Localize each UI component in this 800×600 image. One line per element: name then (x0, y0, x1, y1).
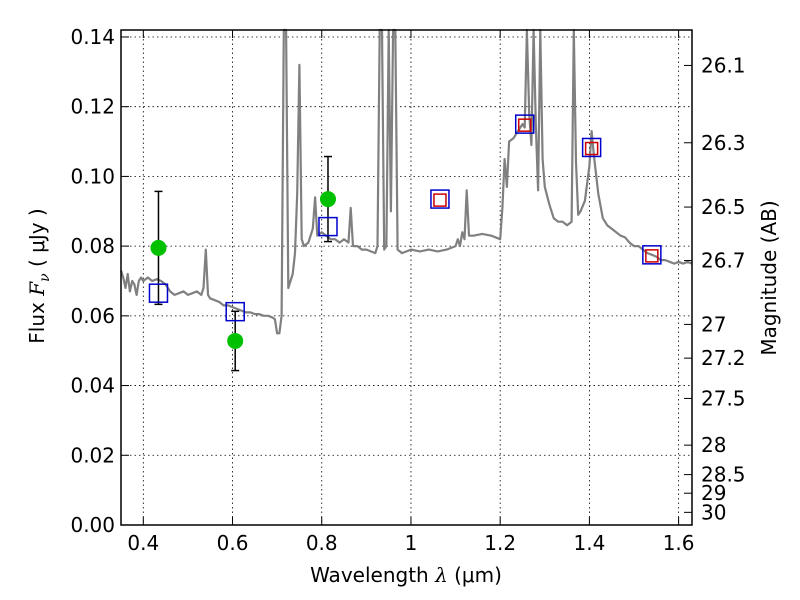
x-tick-label: 1.6 (663, 531, 695, 555)
y-tick-label: 0.14 (70, 25, 115, 49)
sed-line (119, 28, 693, 335)
x-tick-label: 1.4 (573, 531, 605, 555)
y-axis-ticks: 0.00 0.02 0.04 0.06 0.08 0.10 0.12 0.14 (70, 25, 129, 537)
y2-tick-label: 27.5 (701, 386, 746, 410)
x-tick-label: 1.2 (484, 531, 516, 555)
y-tick-label: 0.10 (70, 164, 115, 188)
y-tick-label: 0.00 (70, 513, 115, 537)
y2-tick-label: 26.1 (701, 53, 746, 77)
y2-tick-label: 26.7 (701, 249, 746, 273)
blue-square-marker (430, 189, 450, 209)
red-square-marker (584, 141, 599, 156)
y-axis-label: Flux Fν ( μJy ) (25, 208, 53, 343)
y-tick-label: 0.08 (70, 234, 115, 258)
y-tick-label: 0.06 (70, 304, 115, 328)
x-axis-label: Wavelength λ (μm) (310, 563, 502, 587)
blue-square-marker (148, 283, 169, 303)
y-tick-label: 0.02 (70, 443, 115, 467)
observed-point (319, 191, 336, 208)
observed-point (150, 239, 167, 256)
y2-axis-label: Magnitude (AB) (757, 200, 781, 355)
red-square-marker (433, 193, 447, 207)
y2-tick-label: 30 (701, 500, 726, 524)
x-tick-label: 1 (405, 531, 418, 555)
y2-tick-label: 26.5 (701, 195, 746, 219)
y-tick-label: 0.04 (70, 374, 115, 398)
y-tick-label: 0.12 (70, 95, 115, 119)
y2-tick-label: 28 (701, 433, 726, 457)
y2-tick-label: 26.3 (701, 131, 746, 155)
grid-lines (121, 30, 692, 526)
x-tick-label: 0.6 (217, 531, 249, 555)
y2-tick-label: 27 (701, 312, 726, 336)
red-square-marker (645, 249, 659, 263)
blue-square-marker (581, 137, 602, 158)
y2-tick-label: 29 (701, 481, 726, 505)
y2-tick-label: 28.5 (701, 463, 746, 487)
x-tick-label: 0.8 (306, 531, 338, 555)
blue-square-marker (642, 245, 662, 265)
x-axis-ticks: 0.4 0.6 0.8 1 1.2 1.4 1.6 (127, 30, 695, 555)
blue-square-marker (318, 216, 338, 237)
x-tick-label: 0.4 (127, 531, 159, 555)
plot-frame (120, 29, 693, 526)
blue-square-marker (514, 114, 535, 134)
blue-square-marker (225, 301, 245, 322)
observed-point (227, 332, 244, 349)
y2-tick-label: 27.2 (701, 346, 746, 370)
red-square-marker (517, 118, 532, 132)
series-layer (119, 28, 693, 372)
